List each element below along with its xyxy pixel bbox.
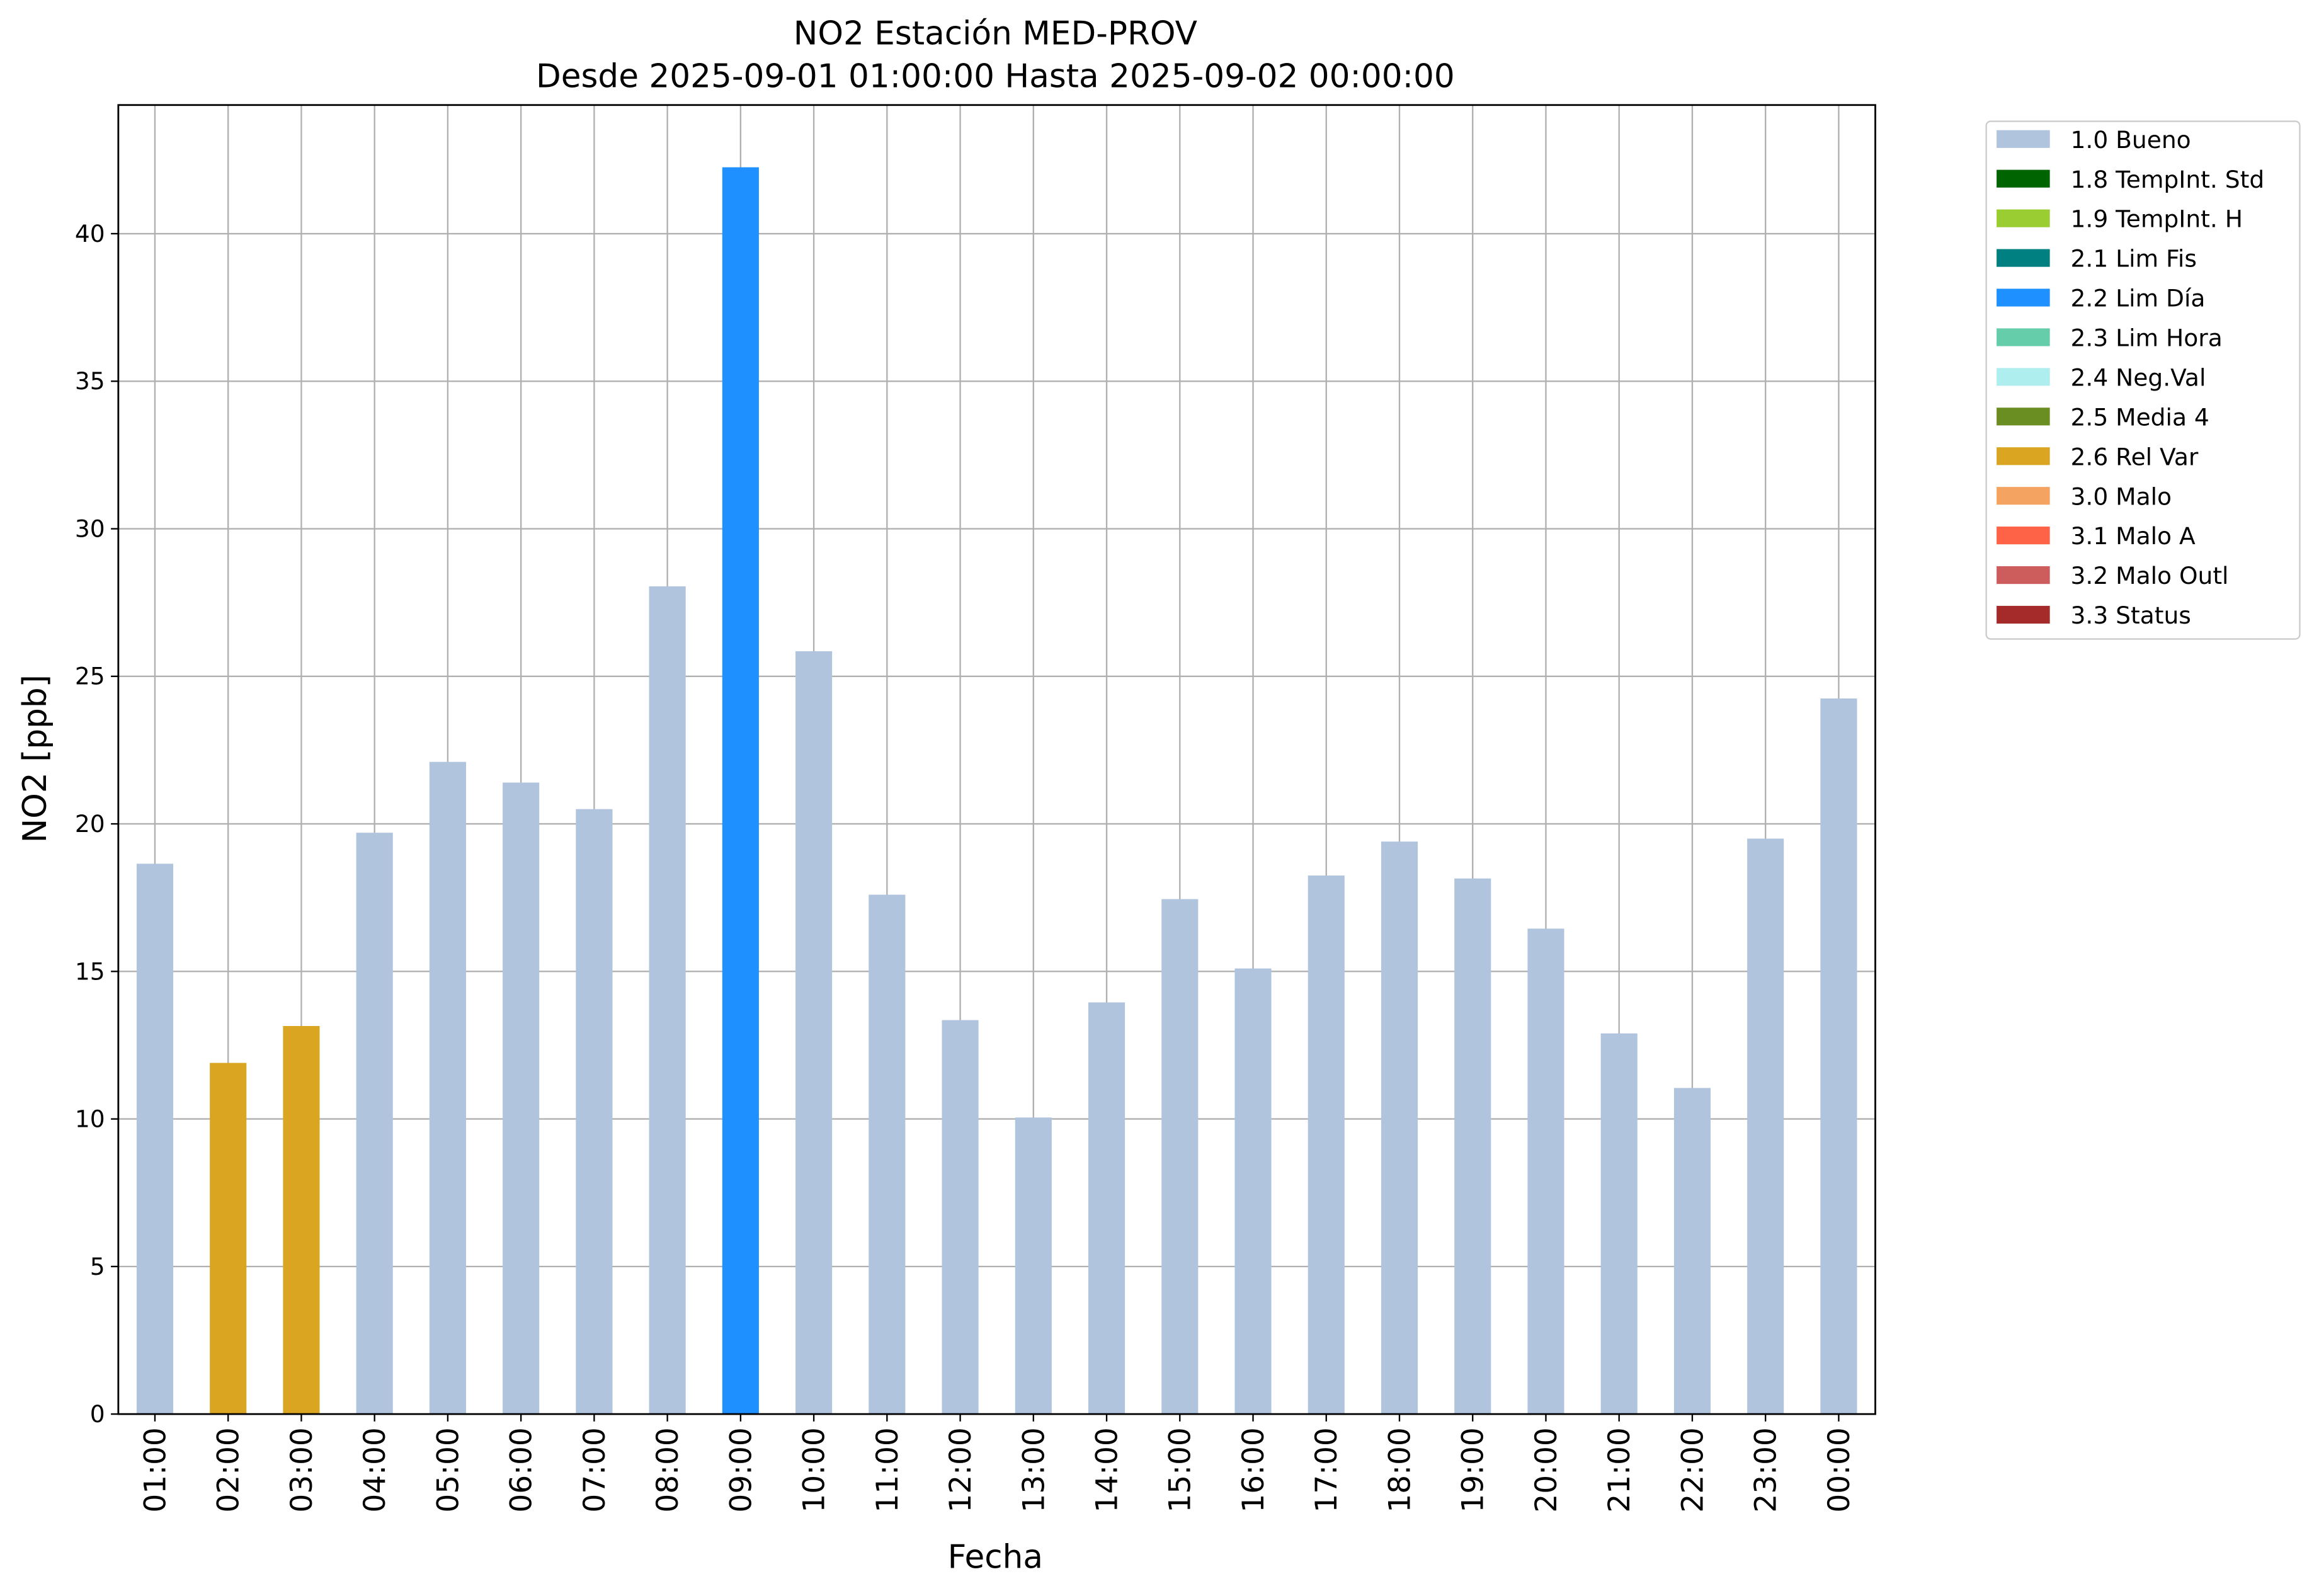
bar [1747, 838, 1784, 1415]
bar [136, 864, 174, 1415]
x-tick-label: 23:00 [1749, 1427, 1784, 1512]
bar [1088, 1002, 1125, 1415]
legend-swatch [1997, 209, 2050, 227]
bar [1600, 1033, 1638, 1415]
legend-label: 1.9 TempInt. H [2071, 205, 2243, 233]
legend-frame [1985, 120, 2301, 640]
y-tick-label: 40 [75, 220, 105, 248]
legend-swatch [1997, 328, 2050, 346]
y-axis-label: NO2 [ppb] [16, 675, 54, 843]
bar [429, 761, 466, 1415]
bar [1527, 928, 1564, 1415]
x-tick-label: 15:00 [1163, 1427, 1198, 1512]
bar [1820, 698, 1857, 1415]
x-tick-label: 02:00 [212, 1427, 246, 1512]
x-tick-label: 05:00 [431, 1427, 465, 1512]
x-tick-label: 09:00 [724, 1427, 758, 1512]
bar [1381, 841, 1418, 1415]
legend-swatch [1997, 368, 2050, 386]
bar [1234, 968, 1272, 1415]
legend-label: 3.2 Malo Outl [2071, 562, 2229, 590]
chart-subtitle: Desde 2025-09-01 01:00:00 Hasta 2025-09-… [536, 58, 1455, 96]
bars [136, 167, 1857, 1415]
legend-swatch [1997, 408, 2050, 426]
ticks: 0 5 10 15 20 25 30 35 40 01:00 02:00 03:00 04:00 05:0… [75, 220, 1857, 1513]
legend: 1.0 Bueno 1.8 TempInt. Std 1.9 TempInt. H 2… [1985, 120, 2301, 640]
y-tick-label: 15 [75, 957, 105, 985]
legend-label: 3.3 Status [2071, 601, 2191, 629]
legend-label: 1.0 Bueno [2071, 126, 2191, 154]
x-tick-label: 22:00 [1675, 1427, 1710, 1512]
y-tick-label: 0 [90, 1400, 105, 1428]
legend-label: 2.2 Lim Día [2071, 285, 2206, 312]
x-tick-label: 18:00 [1382, 1427, 1417, 1512]
y-tick-label: 30 [75, 515, 105, 542]
legend-label: 3.0 Malo [2071, 482, 2172, 510]
legend-swatch [1997, 527, 2050, 545]
y-tick-label: 25 [75, 663, 105, 690]
x-tick-label: 10:00 [797, 1427, 832, 1512]
x-tick-label: 17:00 [1309, 1427, 1344, 1512]
legend-swatch [1997, 288, 2050, 307]
legend-swatch [1997, 249, 2050, 267]
legend-label: 2.3 Lim Hora [2071, 324, 2223, 352]
legend-label: 2.4 Neg.Val [2071, 363, 2206, 391]
x-tick-label: 04:00 [358, 1427, 392, 1512]
bar [942, 1020, 979, 1415]
bar [576, 809, 613, 1415]
x-tick-label: 06:00 [504, 1427, 539, 1512]
x-tick-label: 07:00 [578, 1427, 612, 1512]
bar [503, 782, 540, 1415]
legend-swatch [1997, 566, 2050, 584]
y-tick-label: 20 [75, 810, 105, 838]
chart-title: NO2 Estación MED-PROV [794, 14, 1197, 52]
x-tick-label: 03:00 [285, 1427, 319, 1512]
x-tick-label: 12:00 [943, 1427, 978, 1512]
legend-swatch [1997, 605, 2050, 624]
x-tick-label: 11:00 [870, 1427, 905, 1512]
bar [722, 167, 759, 1415]
bar [795, 651, 833, 1415]
bar [649, 586, 686, 1415]
legend-swatch [1997, 447, 2050, 465]
x-tick-label: 08:00 [651, 1427, 685, 1512]
x-tick-label: 19:00 [1456, 1427, 1491, 1512]
y-tick-label: 5 [90, 1253, 105, 1280]
x-tick-label: 13:00 [1017, 1427, 1051, 1512]
legend-label: 3.1 Malo A [2071, 522, 2196, 550]
bar [1308, 875, 1345, 1415]
legend-swatch [1997, 130, 2050, 148]
x-tick-label: 14:00 [1090, 1427, 1124, 1512]
x-tick-label: 21:00 [1602, 1427, 1637, 1512]
bar [1161, 899, 1199, 1415]
bar [1015, 1117, 1052, 1415]
y-tick-label: 35 [75, 367, 105, 395]
legend-label: 1.8 TempInt. Std [2071, 166, 2265, 193]
bar [1454, 878, 1491, 1415]
bar [869, 894, 906, 1415]
x-tick-label: 16:00 [1236, 1427, 1271, 1512]
bar [356, 833, 393, 1415]
legend-label: 2.1 Lim Fis [2071, 245, 2197, 273]
x-tick-label: 00:00 [1822, 1427, 1857, 1512]
plot-frame [117, 104, 1876, 1415]
x-tick-label: 01:00 [138, 1427, 173, 1512]
x-axis-label: Fecha [948, 1538, 1043, 1576]
bar [283, 1026, 320, 1415]
legend-label: 2.6 Rel Var [2071, 443, 2199, 470]
y-tick-label: 10 [75, 1105, 105, 1133]
legend-label: 2.5 Media 4 [2071, 403, 2209, 431]
bar [210, 1063, 247, 1415]
legend-swatch [1997, 169, 2050, 188]
legend-swatch [1997, 487, 2050, 505]
bar [1673, 1088, 1711, 1415]
x-tick-label: 20:00 [1529, 1427, 1564, 1512]
